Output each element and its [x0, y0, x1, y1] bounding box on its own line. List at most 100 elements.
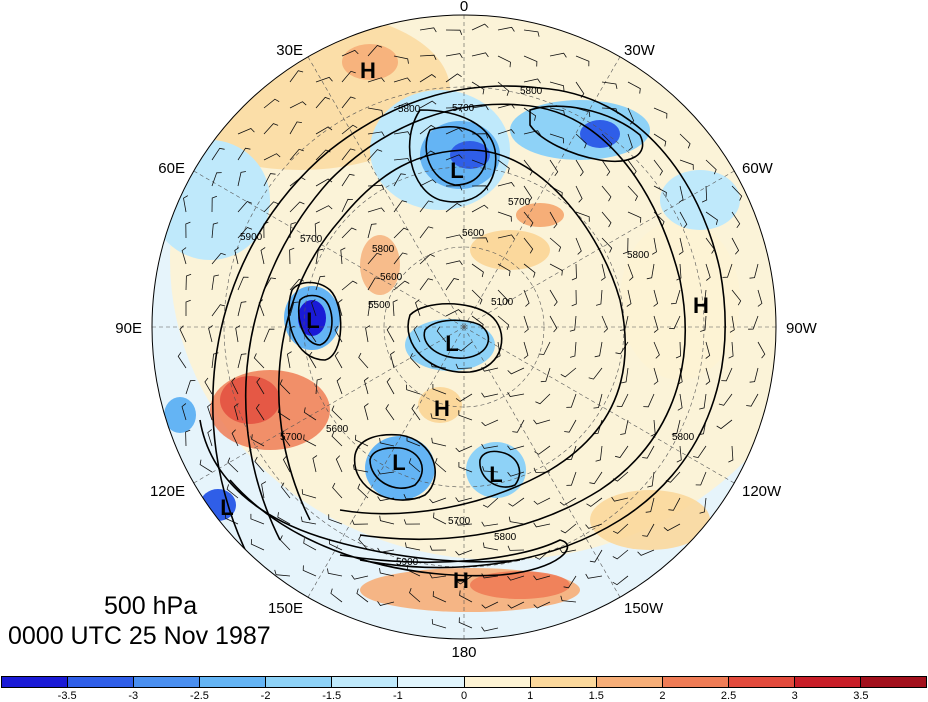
- wind-barb: [601, 315, 608, 333]
- wind-barb: [749, 367, 759, 383]
- height-contour-line: [199, 419, 521, 563]
- wind-barb: [207, 403, 213, 421]
- contour-label: 5600: [380, 272, 403, 283]
- wind-barb: [261, 481, 267, 499]
- wind-barb: [497, 315, 510, 330]
- contour-label: 5800: [494, 532, 517, 543]
- contour-label: 5800: [672, 432, 695, 443]
- colorbar-bin: [68, 677, 135, 687]
- wind-barb: [571, 289, 577, 307]
- wind-barb: [677, 393, 683, 411]
- colorbar-tick-label: 1: [527, 690, 534, 702]
- wind-barb: [523, 237, 534, 254]
- wind-barb: [593, 393, 603, 409]
- wind-barb: [367, 107, 384, 116]
- low-center-marker: L: [445, 331, 458, 356]
- wind-barb: [549, 211, 558, 229]
- wind-barb: [731, 211, 741, 229]
- wind-barb: [445, 29, 463, 36]
- wind-barb: [595, 289, 603, 306]
- wind-barb: [728, 341, 734, 359]
- wind-barb: [289, 301, 299, 317]
- wind-barb: [523, 130, 541, 136]
- lon-label-150w: 150W: [624, 600, 664, 617]
- wind-barb: [231, 429, 239, 447]
- wind-barb: [286, 351, 292, 369]
- pressure-centers: H L L H L H L L H L: [220, 58, 709, 593]
- wind-barb: [523, 185, 533, 203]
- wind-barb: [314, 221, 320, 239]
- wind-barb: [523, 341, 529, 359]
- wind-barb: [392, 299, 398, 317]
- wind-barb: [256, 377, 265, 395]
- wind-barb: [393, 102, 411, 109]
- lon-label-30w: 30W: [624, 42, 656, 59]
- wind-barb: [497, 129, 515, 135]
- meridian-line: [193, 170, 465, 328]
- wind-barb: [653, 159, 663, 176]
- wind-barb: [508, 497, 525, 507]
- wind-barb: [357, 483, 369, 499]
- wind-barb: [637, 549, 655, 556]
- wind-barb: [341, 124, 358, 135]
- wind-barb: [432, 384, 447, 395]
- wind-barb: [560, 523, 577, 534]
- wind-barb: [731, 237, 740, 255]
- wind-barb: [237, 301, 247, 317]
- anomaly-region: [342, 44, 398, 80]
- wind-barb: [227, 457, 239, 473]
- wind-barb: [700, 315, 707, 332]
- wind-barb: [507, 367, 525, 375]
- wind-barb: [250, 539, 265, 551]
- wind-barb: [482, 497, 499, 508]
- contour-label: 5800: [398, 104, 421, 115]
- wind-barb: [445, 53, 463, 59]
- wind-barb: [429, 497, 447, 504]
- wind-barb: [431, 437, 447, 447]
- wind-barb: [535, 393, 551, 405]
- wind-barb: [431, 618, 447, 629]
- wind-barb: [663, 523, 681, 532]
- wind-barb: [497, 55, 511, 68]
- anomaly-region: [365, 436, 435, 500]
- anomaly-shading: [152, 15, 776, 612]
- height-contour-line: [423, 319, 490, 359]
- wind-barb: [419, 27, 437, 33]
- wind-barb: [621, 367, 629, 384]
- wind-barb: [481, 419, 499, 427]
- wind-barb: [379, 437, 395, 447]
- wind-barb: [341, 280, 358, 291]
- wind-barb: [315, 205, 333, 213]
- anomaly-region: [470, 571, 570, 599]
- wind-barb: [315, 96, 331, 109]
- wind-barb: [701, 185, 708, 203]
- contour-label: 5700: [300, 234, 323, 245]
- wind-barb: [471, 23, 489, 31]
- wind-barb: [586, 497, 603, 507]
- wind-barb: [523, 315, 529, 333]
- wind-barb: [237, 276, 249, 291]
- height-contour-line: [369, 447, 423, 489]
- wind-barb: [533, 497, 551, 505]
- contour-label: 5500: [368, 300, 391, 311]
- wind-barb: [651, 237, 657, 255]
- wind-barb: [646, 263, 655, 280]
- contour-label: 5700: [280, 432, 303, 443]
- wind-barb: [455, 393, 473, 402]
- wind-barb: [533, 575, 551, 581]
- wind-barb: [340, 247, 346, 265]
- wind-barb: [358, 352, 369, 369]
- wind-barb: [315, 126, 333, 135]
- wind-barb: [183, 195, 189, 213]
- wind-barb: [367, 149, 383, 161]
- wind-barb: [757, 341, 766, 359]
- wind-barb: [601, 237, 613, 253]
- wind-barb: [699, 393, 707, 410]
- wind-barb: [595, 445, 603, 462]
- wind-barb: [354, 434, 369, 447]
- wind-barb: [497, 234, 515, 240]
- wind-barb: [668, 497, 681, 511]
- wind-barb: [612, 575, 629, 586]
- wind-barb: [419, 124, 436, 135]
- wind-barb: [549, 81, 565, 91]
